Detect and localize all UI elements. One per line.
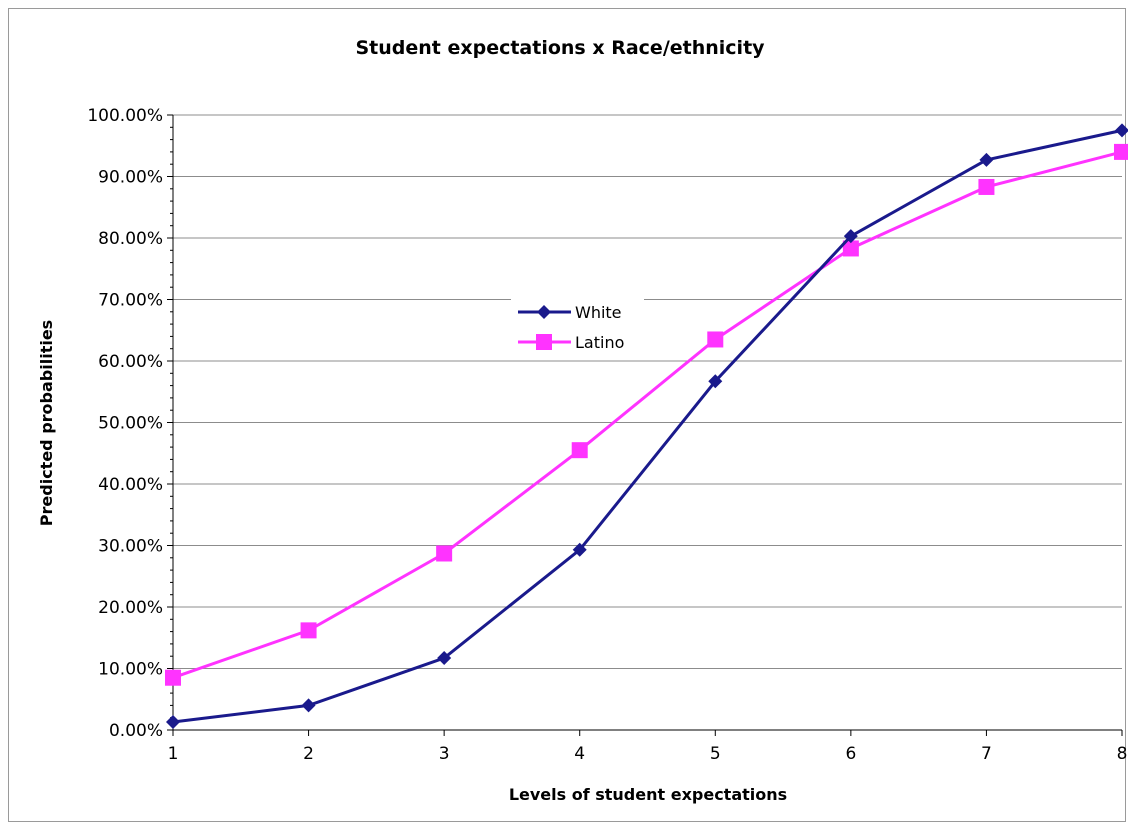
legend-label: White [575, 303, 622, 322]
x-tick-label: 8 [1117, 744, 1128, 764]
data-point-white [1115, 123, 1128, 138]
x-axis-title: Levels of student expectations [509, 785, 787, 804]
data-point-latino [1114, 143, 1128, 160]
x-tick-label: 5 [710, 744, 721, 764]
data-point-white [708, 374, 723, 389]
x-tick-label: 1 [168, 744, 179, 764]
legend-label: Latino [575, 333, 624, 352]
legend-item-white: White [518, 303, 622, 322]
x-tick-label: 3 [439, 744, 450, 764]
x-tick-label: 2 [303, 744, 314, 764]
y-tick-label: 0.00% [109, 721, 163, 741]
series-line-white [172, 128, 1123, 724]
data-point-white [979, 152, 994, 167]
y-axis-title: Predicted probabilities [37, 320, 56, 526]
x-tick-label: 4 [574, 744, 585, 764]
data-point-white [301, 698, 316, 713]
data-point-latino [842, 240, 859, 257]
data-point-white [843, 229, 858, 244]
data-point-latino [300, 622, 317, 639]
data-point-latino [707, 331, 724, 348]
y-tick-label: 30.00% [98, 537, 163, 557]
series-white [166, 123, 1128, 730]
chart-title: Student expectations x Race/ethnicity [355, 37, 765, 59]
y-tick-label: 90.00% [98, 168, 163, 188]
series-line-latino [172, 150, 1123, 680]
data-point-white [572, 542, 587, 557]
data-point-latino [436, 545, 453, 562]
data-point-latino [978, 178, 995, 195]
y-tick-label: 20.00% [98, 598, 163, 618]
legend-box [511, 297, 644, 359]
legend-swatch-marker [537, 305, 551, 319]
x-tick-label: 7 [981, 744, 992, 764]
gridlines [173, 114, 1122, 669]
y-tick-label: 70.00% [98, 291, 163, 311]
y-tick-label: 80.00% [98, 229, 163, 249]
y-tick-label: 10.00% [98, 660, 163, 680]
y-tick-label: 60.00% [98, 352, 163, 372]
data-point-white [166, 715, 180, 730]
legend-swatch-marker [536, 334, 552, 350]
series-layer [165, 123, 1128, 730]
x-tick-label: 6 [845, 744, 856, 764]
y-tick-label: 100.00% [87, 106, 163, 126]
y-tick-label: 50.00% [98, 414, 163, 434]
legend-item-latino: Latino [518, 333, 624, 352]
data-point-latino [165, 669, 181, 686]
y-tick-label: 40.00% [98, 475, 163, 495]
legend: White Latino [511, 297, 644, 359]
chart-frame [8, 8, 1126, 822]
series-latino [165, 143, 1128, 686]
data-point-white [437, 651, 452, 666]
axes: 0.00% 10.00% 20.00% 30.00% 40.00% 50.00% 60.00… [87, 106, 1127, 764]
data-point-latino [571, 442, 588, 459]
